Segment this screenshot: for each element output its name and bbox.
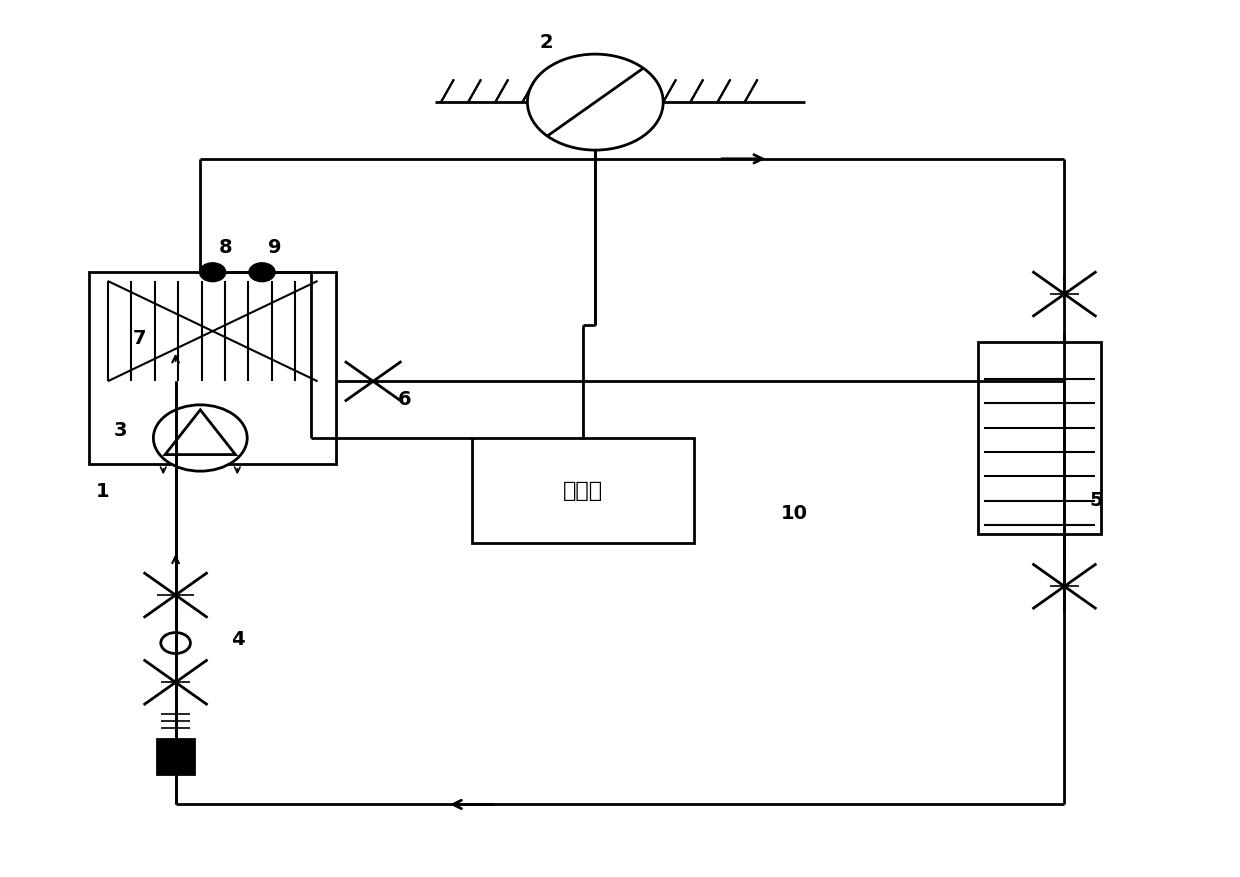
- Text: 4: 4: [231, 630, 244, 648]
- Text: 7: 7: [133, 329, 146, 348]
- Text: 3: 3: [114, 420, 128, 439]
- Text: 1: 1: [95, 481, 109, 500]
- Bar: [978, 343, 1101, 534]
- Circle shape: [201, 264, 224, 282]
- Circle shape: [527, 55, 663, 151]
- Text: 6: 6: [398, 389, 412, 409]
- Text: 2: 2: [539, 32, 553, 52]
- Bar: [89, 273, 336, 465]
- Circle shape: [249, 264, 274, 282]
- Text: 8: 8: [218, 238, 232, 256]
- Bar: [157, 739, 195, 774]
- Bar: [472, 438, 694, 543]
- Polygon shape: [165, 410, 236, 455]
- Circle shape: [154, 405, 247, 472]
- Text: 5: 5: [1089, 490, 1102, 509]
- Text: 9: 9: [268, 238, 281, 256]
- Text: 10: 10: [780, 503, 807, 522]
- Text: 控制器: 控制器: [563, 481, 603, 501]
- Circle shape: [161, 633, 191, 653]
